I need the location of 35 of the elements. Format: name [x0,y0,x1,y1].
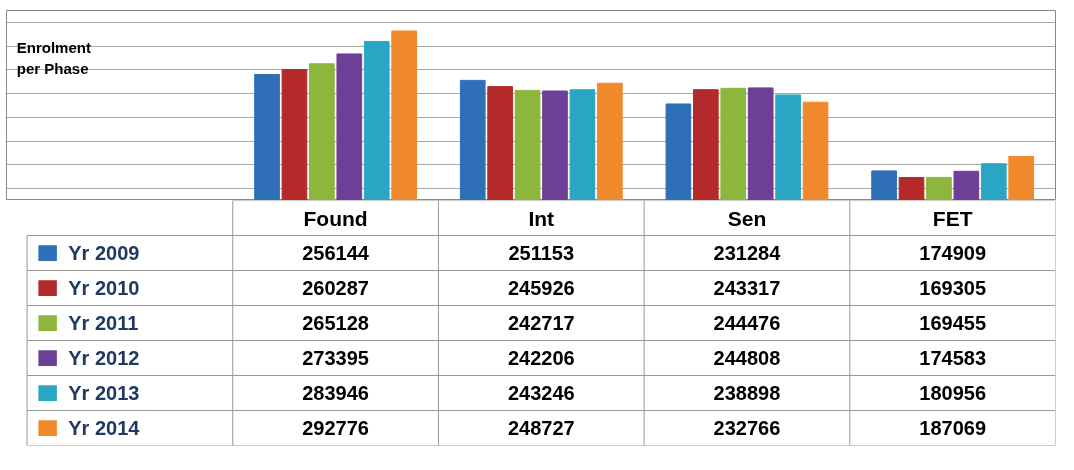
x-tick-label: Sen [727,206,767,230]
data-label: 256144 [302,242,370,264]
text: Enrolment per Phase [16,39,91,77]
data-label: 174583 [919,347,987,369]
x-tick-label: FET [932,206,973,230]
data-label: 180956 [919,382,987,404]
data-label: 260287 [302,277,369,299]
legend-label: Yr 2009 [68,242,140,264]
data-label: 238898 [713,382,781,404]
data-label: 243317 [713,277,781,299]
data-label: 243246 [507,382,575,404]
data-label: 265128 [302,312,369,334]
legend-label: Yr 2011 [68,312,139,334]
data-label: 251153 [508,242,575,264]
x-tick-label: Found [303,206,368,230]
legend-label: Yr 2010 [68,277,140,299]
data-label: 232766 [713,417,781,439]
data-label: 187069 [919,417,987,439]
legend-label: Yr 2012 [68,347,140,369]
legend-label: Yr 2013 [68,382,140,404]
data-label: 273395 [302,347,369,369]
data-label: 245926 [507,277,575,299]
data-label: 169305 [919,277,987,299]
data-label: 169455 [919,312,987,334]
data-label: 244476 [713,312,781,334]
data-label: 283946 [302,382,369,404]
data-label: 242717 [507,312,575,334]
data-label: 244808 [713,347,781,369]
data-label: 174909 [919,242,987,264]
legend-label: Yr 2014 [68,417,141,439]
data-label: 231284 [713,242,782,264]
data-label: 292776 [302,417,369,439]
x-tick-label: Int [528,206,555,230]
data-label: 242206 [507,347,575,369]
data-label: 248727 [507,417,575,439]
